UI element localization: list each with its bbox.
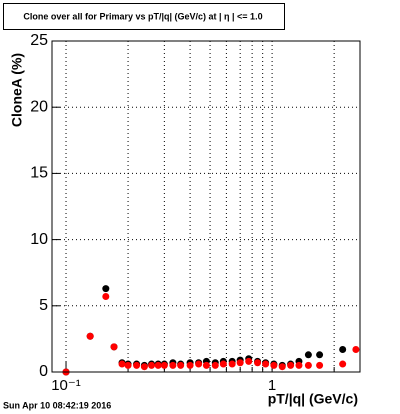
marker (228, 360, 236, 368)
marker (254, 359, 262, 367)
marker (262, 360, 270, 368)
marker (316, 361, 324, 369)
marker (211, 361, 219, 369)
marker (202, 361, 210, 369)
marker (110, 343, 118, 351)
marker (352, 345, 360, 353)
marker (219, 360, 227, 368)
y-axis-label: CloneA (%) (9, 53, 25, 127)
marker (195, 360, 203, 368)
title-box (3, 3, 285, 30)
marker (124, 361, 132, 369)
marker (169, 361, 177, 369)
y-tick-label: 25 (30, 32, 48, 49)
x-tick-label: 10⁻¹ (51, 377, 81, 394)
x-tick-label: 1 (268, 377, 276, 394)
y-tick-label: 20 (30, 98, 48, 115)
marker (148, 361, 156, 369)
y-tick-label: 10 (30, 231, 48, 248)
timestamp: Sun Apr 10 08:42:19 2016 (3, 400, 111, 410)
marker (339, 345, 347, 353)
plot-frame (51, 40, 361, 373)
marker (304, 351, 312, 359)
marker (295, 361, 303, 369)
x-axis-label: pT/|q| (GeV/c) (268, 391, 358, 407)
marker (140, 363, 148, 371)
marker (160, 361, 168, 369)
marker (316, 351, 324, 359)
marker (339, 360, 347, 368)
marker (186, 361, 194, 369)
chart-title: Clone over all for Primary vs pT/|q| (Ge… (23, 11, 262, 21)
marker (278, 363, 286, 371)
marker (287, 361, 295, 369)
marker (245, 357, 253, 365)
marker (177, 361, 185, 369)
marker (154, 361, 162, 369)
y-tick-label: 0 (39, 363, 48, 380)
marker (133, 361, 141, 369)
y-tick-label: 15 (30, 165, 48, 182)
marker (236, 359, 244, 367)
marker (304, 361, 312, 369)
y-tick-label: 5 (39, 297, 48, 314)
marker (118, 360, 126, 368)
marker (102, 293, 110, 301)
marker (86, 332, 94, 340)
marker (102, 285, 110, 293)
marker (270, 361, 278, 369)
